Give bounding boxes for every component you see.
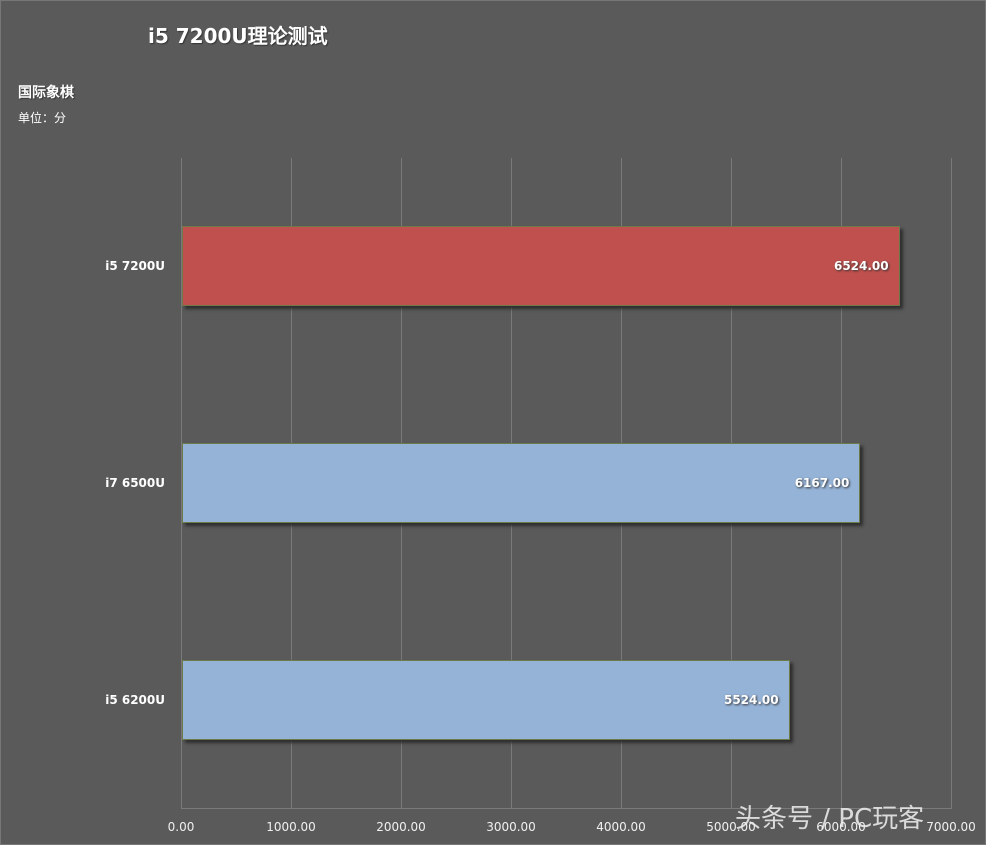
category-label: i5 7200U <box>105 259 165 273</box>
x-tick-label: 4000.00 <box>596 820 646 834</box>
category-label: i7 6500U <box>105 476 165 490</box>
bar: 6167.00 <box>182 443 861 523</box>
x-tick-label: 6000.00 <box>816 820 866 834</box>
chart-title: i5 7200U理论测试 <box>148 24 328 48</box>
x-tick-label: 1000.00 <box>266 820 316 834</box>
watermark: 头条号 / PC玩客 <box>735 804 925 834</box>
bar-value-label: 6524.00 <box>833 259 889 273</box>
bar: 6524.00 <box>182 226 900 306</box>
gridline <box>951 158 952 808</box>
x-tick-label: 7000.00 <box>926 820 976 834</box>
chart-subtitle: 国际象棋 <box>18 85 74 101</box>
x-tick-label: 2000.00 <box>376 820 426 834</box>
category-label: i5 6200U <box>105 693 165 707</box>
x-axis <box>181 808 952 809</box>
unit-label: 单位：分 <box>18 111 67 125</box>
bar: 5524.00 <box>182 660 790 740</box>
x-tick-label: 5000.00 <box>706 820 756 834</box>
bar-value-label: 5524.00 <box>723 693 779 707</box>
x-tick-label: 3000.00 <box>486 820 536 834</box>
x-tick-label: 0.00 <box>167 820 195 834</box>
gridline <box>181 158 182 808</box>
bar-value-label: 6167.00 <box>794 476 850 490</box>
